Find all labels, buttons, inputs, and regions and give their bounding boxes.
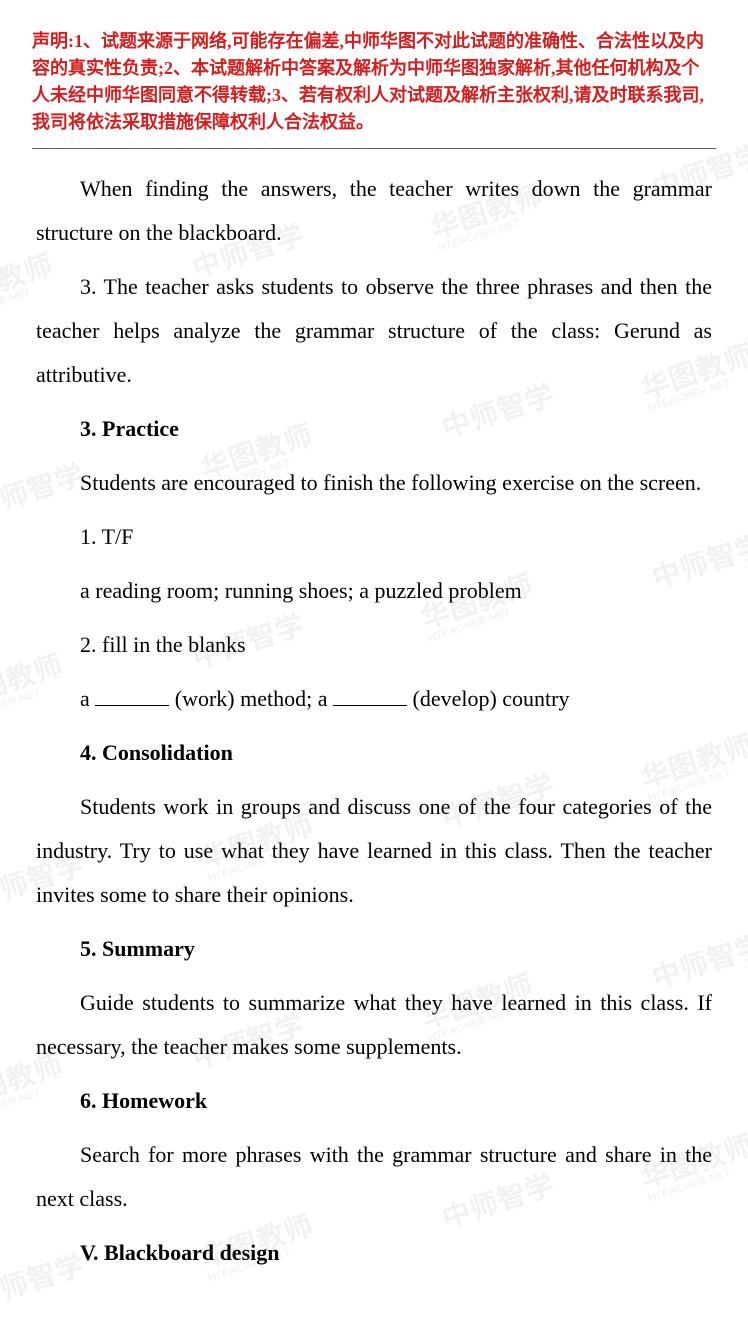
paragraph: Guide students to summarize what they ha… xyxy=(36,981,712,1069)
paragraph: 3. The teacher asks students to observe … xyxy=(36,265,712,397)
text-fragment: (develop) country xyxy=(407,686,570,711)
disclaimer-notice: 声明:1、试题来源于网络,可能存在偏差,中师华图不对此试题的准确性、合法性以及内… xyxy=(0,0,748,144)
text-fragment: (work) method; a xyxy=(169,686,333,711)
paragraph: Students work in groups and discuss one … xyxy=(36,785,712,917)
section-heading-blackboard: V. Blackboard design xyxy=(36,1231,712,1275)
blank-field xyxy=(333,684,407,706)
section-heading-practice: 3. Practice xyxy=(36,407,712,451)
text-fragment: a xyxy=(80,686,95,711)
fill-blank-line: a (work) method; a (develop) country xyxy=(36,677,712,721)
exercise-line: a reading room; running shoes; a puzzled… xyxy=(36,569,712,613)
exercise-line: 2. fill in the blanks xyxy=(36,623,712,667)
paragraph: Students are encouraged to finish the fo… xyxy=(36,461,712,505)
paragraph: When finding the answers, the teacher wr… xyxy=(36,167,712,255)
document-body: When finding the answers, the teacher wr… xyxy=(0,149,748,1275)
section-heading-consolidation: 4. Consolidation xyxy=(36,731,712,775)
exercise-line: 1. T/F xyxy=(36,515,712,559)
blank-field xyxy=(95,684,169,706)
section-heading-summary: 5. Summary xyxy=(36,927,712,971)
paragraph: Search for more phrases with the grammar… xyxy=(36,1133,712,1221)
section-heading-homework: 6. Homework xyxy=(36,1079,712,1123)
